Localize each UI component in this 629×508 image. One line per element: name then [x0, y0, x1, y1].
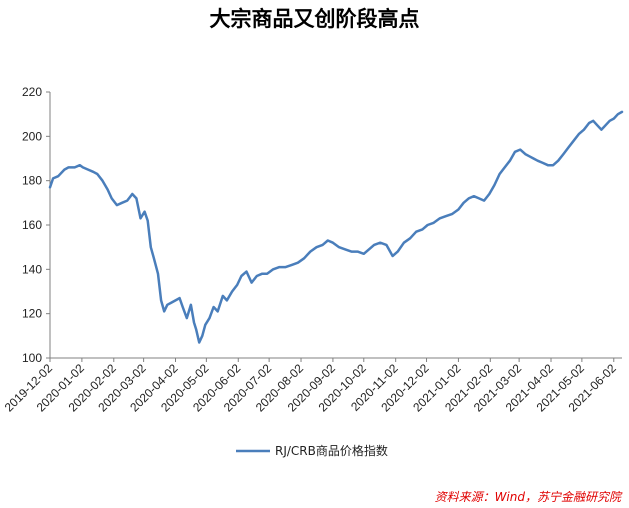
y-tick-label: 160: [22, 218, 42, 232]
y-tick-label: 100: [22, 351, 42, 365]
source-note: 资料来源：Wind，苏宁金融研究院: [434, 490, 621, 504]
y-tick-label: 220: [22, 85, 42, 99]
y-tick-label: 200: [22, 129, 42, 143]
y-tick-label: 140: [22, 262, 42, 276]
y-tick-label: 120: [22, 307, 42, 321]
series-line: [48, 110, 624, 344]
y-tick-label: 180: [22, 174, 42, 188]
legend-label: RJ/CRB商品价格指数: [275, 443, 388, 458]
chart-title: 大宗商品又创阶段高点: [209, 7, 420, 31]
